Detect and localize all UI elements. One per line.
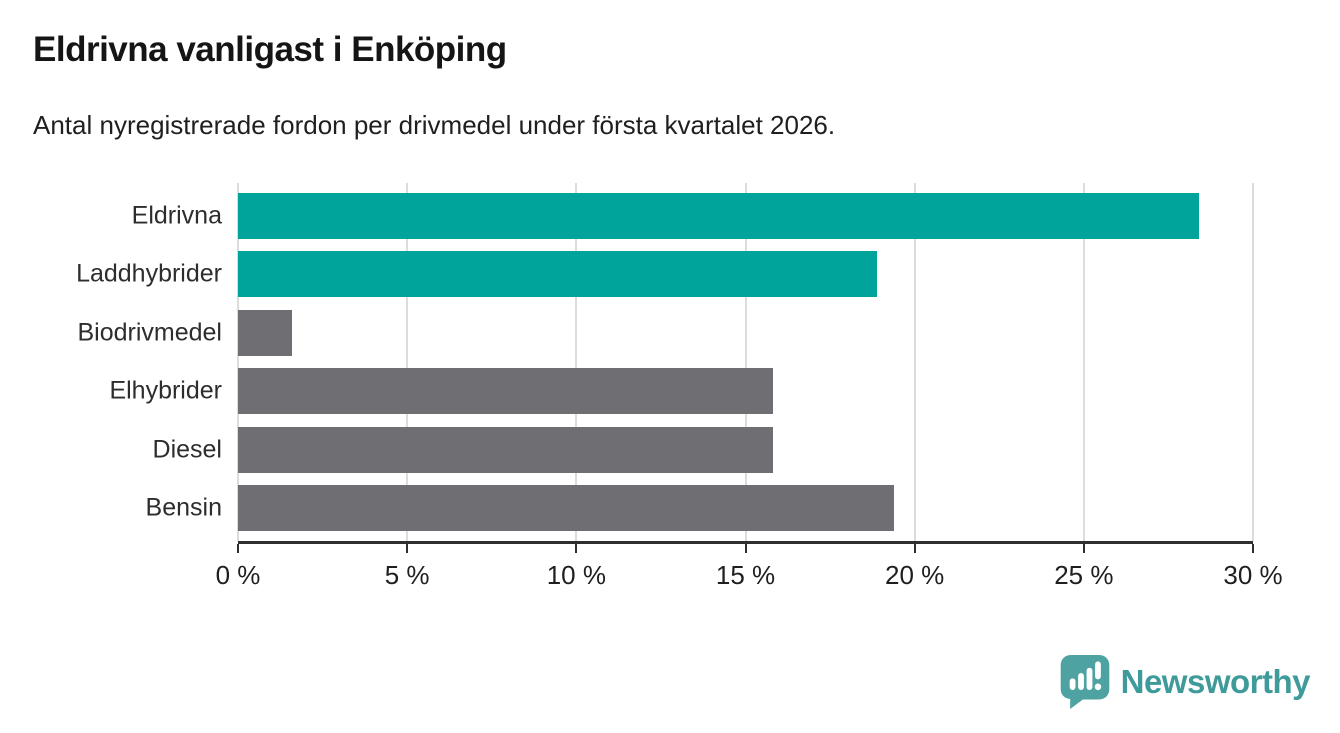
category-label-diesel: Diesel — [152, 435, 222, 464]
bar-biodrivmedel — [238, 309, 293, 356]
bars-layer: Eldrivna Laddhybrider Biodrivmedel Elhybrid… — [76, 183, 1253, 541]
category-label-biodrivmedel: Biodrivmedel — [77, 318, 222, 347]
x-axis-tick-label-0: 0 % — [215, 560, 261, 590]
newsworthy-speech-bubble-chart-icon — [1060, 655, 1109, 709]
gridline-10 — [575, 183, 578, 541]
x-axis-tick-15 — [744, 544, 747, 553]
x-axis-tick-20 — [913, 544, 916, 553]
bar-row-eldrivna: Eldrivna — [132, 193, 1253, 239]
gridline-30 — [1252, 183, 1254, 541]
bar-row-bensin: Bensin — [146, 484, 1253, 531]
newsworthy-branding: Newsworthy — [1059, 654, 1311, 709]
bar-elhybrider — [238, 368, 773, 415]
category-label-eldrivna: Eldrivna — [131, 201, 222, 230]
category-label-bensin: Bensin — [145, 493, 222, 522]
gridline-20 — [913, 183, 916, 541]
bar-row-biodrivmedel: Biodrivmedel — [77, 309, 1253, 356]
x-axis-tick-0 — [237, 544, 239, 553]
category-label-laddhybrider: Laddhybrider — [76, 259, 222, 288]
category-label-elhybrider: Elhybrider — [109, 376, 222, 405]
gridline-5 — [406, 183, 409, 541]
bar-diesel — [238, 426, 773, 473]
x-axis-tick-25 — [1082, 544, 1085, 553]
chart-subtitle: Antal nyregistrerade fordon per drivmede… — [33, 110, 836, 140]
newsworthy-wordmark: Newsworthy — [1120, 662, 1311, 700]
bar-laddhybrider — [238, 251, 878, 298]
bar-eldrivna — [238, 193, 1199, 239]
x-axis-tick-label-25: 25 % — [1054, 560, 1114, 590]
gridline-0 — [237, 183, 239, 541]
bar-row-elhybrider: Elhybrider — [109, 368, 1253, 415]
x-axis-tick-label-20: 20 % — [885, 560, 945, 590]
page-title: Eldrivna vanligast i Enköping — [33, 30, 507, 69]
bar-row-diesel: Diesel — [153, 426, 1253, 473]
bar-bensin — [238, 484, 895, 531]
gridlines-layer — [237, 183, 1254, 541]
gridline-15 — [744, 183, 747, 541]
bar-row-laddhybrider: Laddhybrider — [76, 251, 1253, 298]
x-axis: 0 % 5 % 10 % 15 % 20 % 25 % 30 % — [216, 541, 1283, 593]
x-axis-tick-label-30: 30 % — [1223, 560, 1283, 590]
x-axis-tick-5 — [406, 544, 409, 553]
gridline-25 — [1082, 183, 1085, 541]
x-axis-tick-label-10: 10 % — [546, 560, 606, 590]
x-axis-tick-label-15: 15 % — [715, 560, 776, 590]
bar-chart-plot-area: Eldrivna Laddhybrider Biodrivmedel Elhybrid… — [76, 183, 1254, 541]
x-axis-tick-label-5: 5 % — [384, 560, 430, 590]
x-axis-tick-30 — [1252, 544, 1254, 553]
x-axis-tick-10 — [575, 544, 578, 553]
